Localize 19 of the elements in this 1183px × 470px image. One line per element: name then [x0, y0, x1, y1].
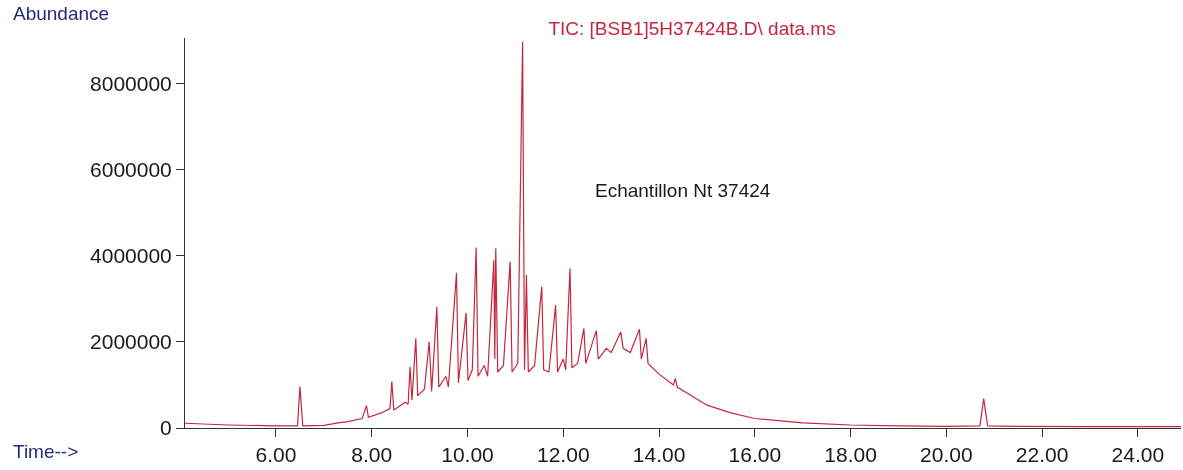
- x-tick-label: 20.00: [920, 443, 973, 467]
- x-tick-label: 14.00: [632, 443, 686, 467]
- x-tick-label: 10.00: [441, 443, 494, 467]
- x-tick-label: 8.00: [351, 443, 393, 467]
- x-axis-title: Time-->: [13, 441, 79, 462]
- y-tick-label: 8000000: [90, 71, 172, 95]
- chart-title: TIC: [BSB1]5H37424B.D\ data.ms: [548, 17, 836, 39]
- x-tick-label: 6.00: [255, 443, 297, 467]
- x-tick-label: 22.00: [1015, 443, 1069, 467]
- y-tick-label: 0: [160, 416, 172, 440]
- x-tick-label: 18.00: [824, 443, 877, 467]
- y-tick-label: 2000000: [90, 330, 172, 354]
- annotation: Echantillon Nt 37424: [595, 180, 771, 201]
- x-tick-label: 16.00: [728, 443, 782, 467]
- x-tick-label: 12.00: [537, 443, 590, 467]
- y-tick-label: 6000000: [90, 157, 172, 181]
- y-tick-label: 4000000: [90, 243, 172, 267]
- y-axis-title: Abundance: [13, 3, 110, 24]
- x-tick-label: 24.00: [1111, 443, 1165, 467]
